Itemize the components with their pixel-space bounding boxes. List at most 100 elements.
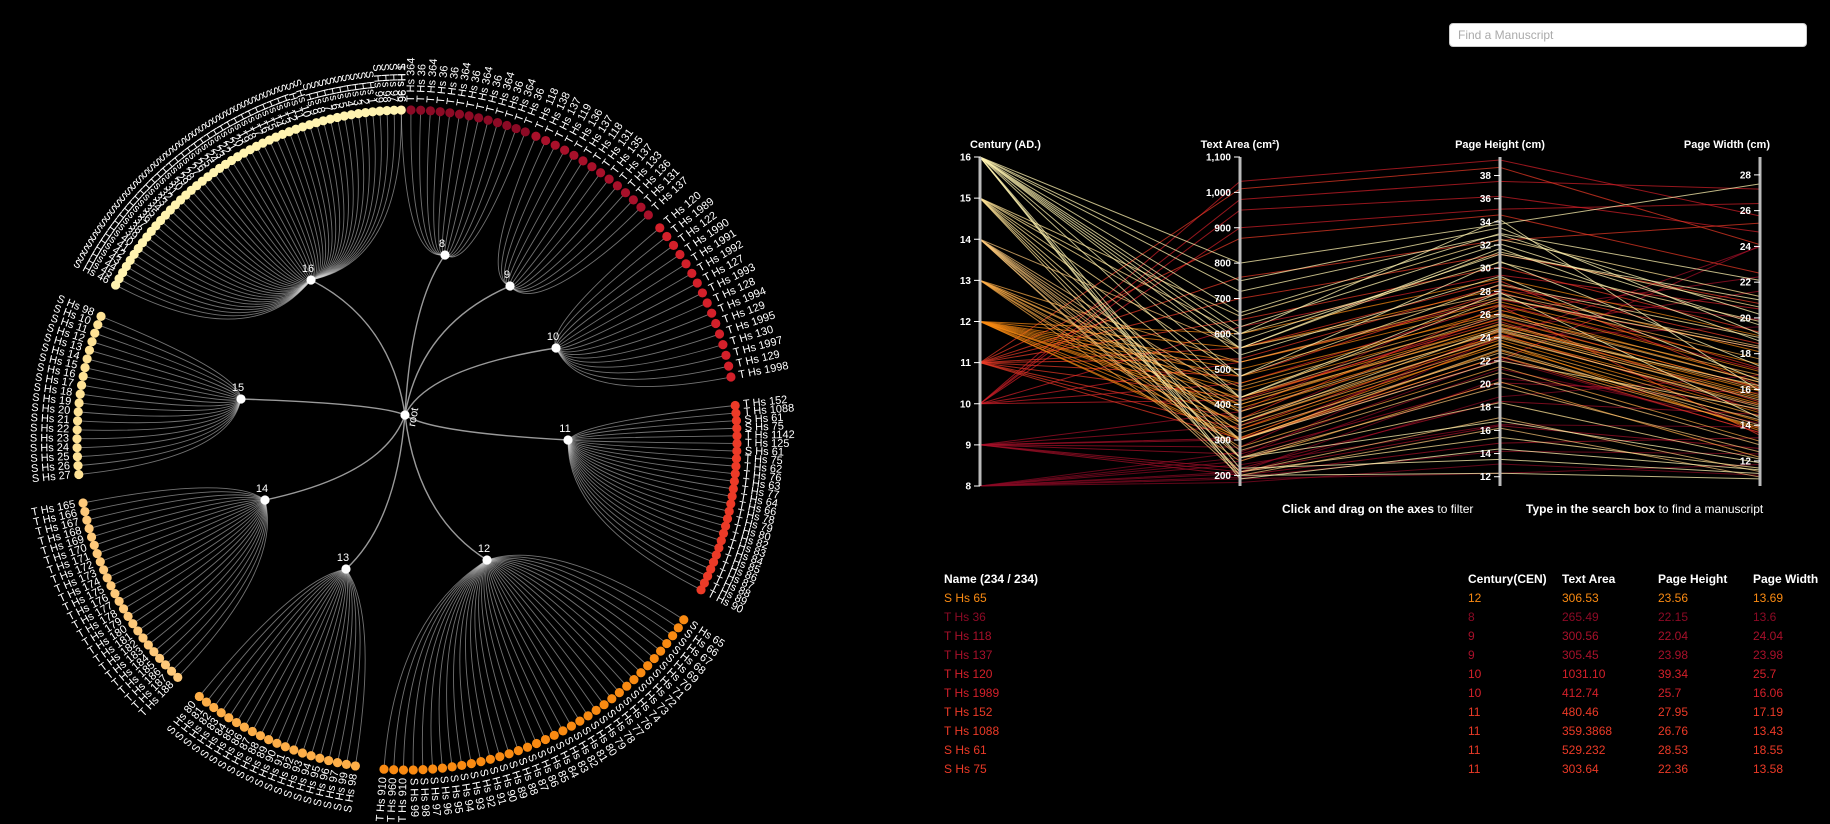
- leaf-node[interactable]: [306, 751, 316, 761]
- leaf-node[interactable]: [706, 564, 716, 574]
- leaf-node[interactable]: [681, 259, 691, 269]
- leaf-node[interactable]: [513, 746, 523, 756]
- leaf-node[interactable]: [549, 730, 559, 740]
- leaf-node[interactable]: [711, 318, 721, 329]
- leaf-node[interactable]: [720, 521, 731, 531]
- leaf-node[interactable]: [716, 536, 726, 546]
- search-input[interactable]: [1449, 23, 1807, 47]
- leaf-node[interactable]: [106, 581, 116, 591]
- leaf-node[interactable]: [123, 611, 133, 621]
- leaf-node[interactable]: [72, 452, 83, 462]
- leaf-node[interactable]: [692, 278, 702, 288]
- leaf-node[interactable]: [96, 311, 106, 321]
- leaf-node[interactable]: [231, 717, 242, 728]
- leaf-node[interactable]: [425, 106, 436, 116]
- table-row[interactable]: S Hs 65 12 306.53 23.56 13.69: [944, 591, 1824, 609]
- leaf-node[interactable]: [511, 123, 521, 134]
- leaf-node[interactable]: [662, 231, 672, 242]
- leaf-node[interactable]: [726, 499, 736, 509]
- table-row[interactable]: T Hs 137 9 305.45 23.98 23.98: [944, 648, 1824, 666]
- leaf-node[interactable]: [280, 742, 290, 752]
- leaf-node[interactable]: [575, 716, 585, 726]
- pc-axis[interactable]: Page Width (cm) 12 14 16 18 20 22 24 26 28: [1684, 139, 1770, 486]
- leaf-node[interactable]: [673, 623, 683, 633]
- leaf-node[interactable]: [78, 498, 88, 508]
- leaf-node[interactable]: [82, 515, 92, 525]
- leaf-node[interactable]: [550, 140, 560, 150]
- leaf-node[interactable]: [398, 765, 409, 775]
- leaf-node[interactable]: [346, 110, 356, 120]
- table-row[interactable]: T Hs 1989 10 412.74 25.7 16.06: [944, 686, 1824, 704]
- leaf-node[interactable]: [711, 550, 721, 560]
- leaf-node[interactable]: [166, 666, 177, 676]
- leaf-node[interactable]: [464, 111, 474, 121]
- leaf-node[interactable]: [583, 711, 593, 721]
- leaf-node[interactable]: [255, 731, 266, 741]
- leaf-node[interactable]: [315, 753, 325, 763]
- leaf-node[interactable]: [502, 120, 512, 131]
- leaf-node[interactable]: [110, 588, 120, 599]
- leaf-node[interactable]: [483, 115, 493, 125]
- leaf-node[interactable]: [596, 168, 606, 178]
- leaf-node[interactable]: [99, 565, 109, 575]
- leaf-node[interactable]: [311, 118, 321, 128]
- leaf-node[interactable]: [149, 647, 159, 657]
- leaf-node[interactable]: [72, 416, 83, 426]
- leaf-node[interactable]: [353, 108, 363, 119]
- leaf-node[interactable]: [72, 443, 82, 453]
- leaf-node[interactable]: [730, 400, 740, 411]
- leaf-node[interactable]: [628, 195, 638, 205]
- table-row[interactable]: T Hs 118 9 300.56 22.04 24.04: [944, 629, 1824, 647]
- leaf-node[interactable]: [341, 759, 352, 769]
- leaf-node[interactable]: [154, 653, 165, 663]
- leaf-node[interactable]: [591, 705, 601, 716]
- leaf-node[interactable]: [675, 249, 685, 260]
- header-area[interactable]: Text Area: [1562, 572, 1616, 586]
- leaf-node[interactable]: [84, 345, 95, 355]
- leaf-node[interactable]: [82, 354, 92, 364]
- leaf-node[interactable]: [73, 460, 83, 471]
- leaf-node[interactable]: [87, 337, 97, 347]
- header-width[interactable]: Page Width: [1753, 572, 1819, 586]
- leaf-node[interactable]: [679, 615, 689, 625]
- leaf-node[interactable]: [707, 308, 717, 318]
- leaf-node[interactable]: [731, 454, 742, 464]
- leaf-node[interactable]: [75, 389, 85, 399]
- leaf-node[interactable]: [289, 745, 299, 755]
- header-height[interactable]: Page Height: [1658, 572, 1728, 586]
- leaf-node[interactable]: [466, 759, 476, 769]
- leaf-node[interactable]: [445, 108, 455, 118]
- leaf-node[interactable]: [566, 721, 577, 731]
- table-row[interactable]: T Hs 152 11 480.46 27.95 17.19: [944, 705, 1824, 723]
- table-row[interactable]: T Hs 120 10 1031.10 39.34 25.7: [944, 667, 1824, 685]
- leaf-node[interactable]: [224, 713, 234, 723]
- leaf-node[interactable]: [396, 105, 406, 115]
- leaf-node[interactable]: [89, 540, 99, 550]
- leaf-node[interactable]: [332, 112, 342, 123]
- leaf-node[interactable]: [78, 371, 88, 382]
- leaf-node[interactable]: [728, 484, 738, 494]
- leaf-node[interactable]: [102, 573, 112, 583]
- leaf-node[interactable]: [325, 114, 335, 124]
- leaf-node[interactable]: [416, 105, 426, 115]
- leaf-node[interactable]: [476, 757, 486, 767]
- leaf-node[interactable]: [92, 548, 102, 559]
- leaf-node[interactable]: [428, 764, 438, 774]
- leaf-node[interactable]: [540, 734, 551, 745]
- century-node[interactable]: [440, 250, 450, 260]
- leaf-node[interactable]: [194, 691, 204, 702]
- leaf-node[interactable]: [520, 127, 530, 137]
- leaf-node[interactable]: [114, 596, 124, 606]
- leaf-node[interactable]: [622, 681, 632, 691]
- leaf-node[interactable]: [604, 174, 614, 184]
- leaf-node[interactable]: [687, 268, 697, 278]
- leaf-node[interactable]: [558, 726, 568, 736]
- leaf-node[interactable]: [474, 113, 484, 123]
- century-node[interactable]: [260, 495, 270, 505]
- leaf-node[interactable]: [72, 425, 82, 435]
- leaf-node[interactable]: [732, 438, 742, 449]
- pc-axis[interactable]: Text Area (cm²) 200 300 400 500 600 700 800 900 1…: [1201, 139, 1280, 486]
- leaf-node[interactable]: [636, 202, 646, 212]
- leaf-node[interactable]: [350, 761, 360, 771]
- leaf-node[interactable]: [587, 162, 597, 172]
